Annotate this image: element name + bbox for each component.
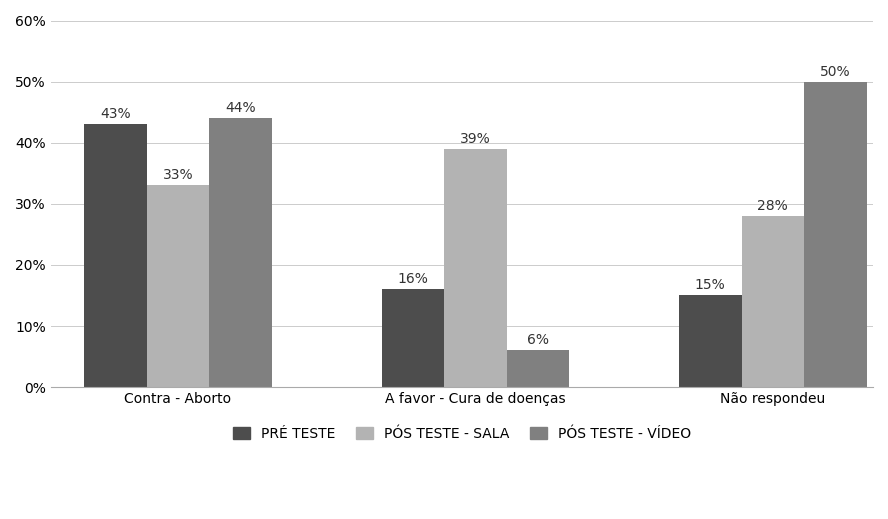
Bar	[84, 125, 147, 387]
Text: 15%: 15%	[694, 278, 725, 292]
Text: 28%: 28%	[757, 199, 789, 213]
Text: 33%: 33%	[163, 169, 194, 182]
Text: 16%: 16%	[398, 272, 428, 286]
Text: 39%: 39%	[460, 132, 491, 146]
Bar	[210, 118, 272, 387]
Text: 43%: 43%	[100, 107, 131, 121]
Text: 6%: 6%	[527, 333, 549, 347]
Legend: PRÉ TESTE, PÓS TESTE - SALA, PÓS TESTE - VÍDEO: PRÉ TESTE, PÓS TESTE - SALA, PÓS TESTE -…	[227, 421, 696, 446]
Bar	[444, 149, 507, 387]
Bar	[805, 81, 867, 387]
Bar	[679, 295, 741, 387]
Bar	[147, 185, 210, 387]
Bar	[741, 216, 805, 387]
Bar	[507, 350, 569, 387]
Bar	[382, 290, 444, 387]
Text: 44%: 44%	[226, 101, 256, 115]
Text: 50%: 50%	[821, 64, 851, 78]
